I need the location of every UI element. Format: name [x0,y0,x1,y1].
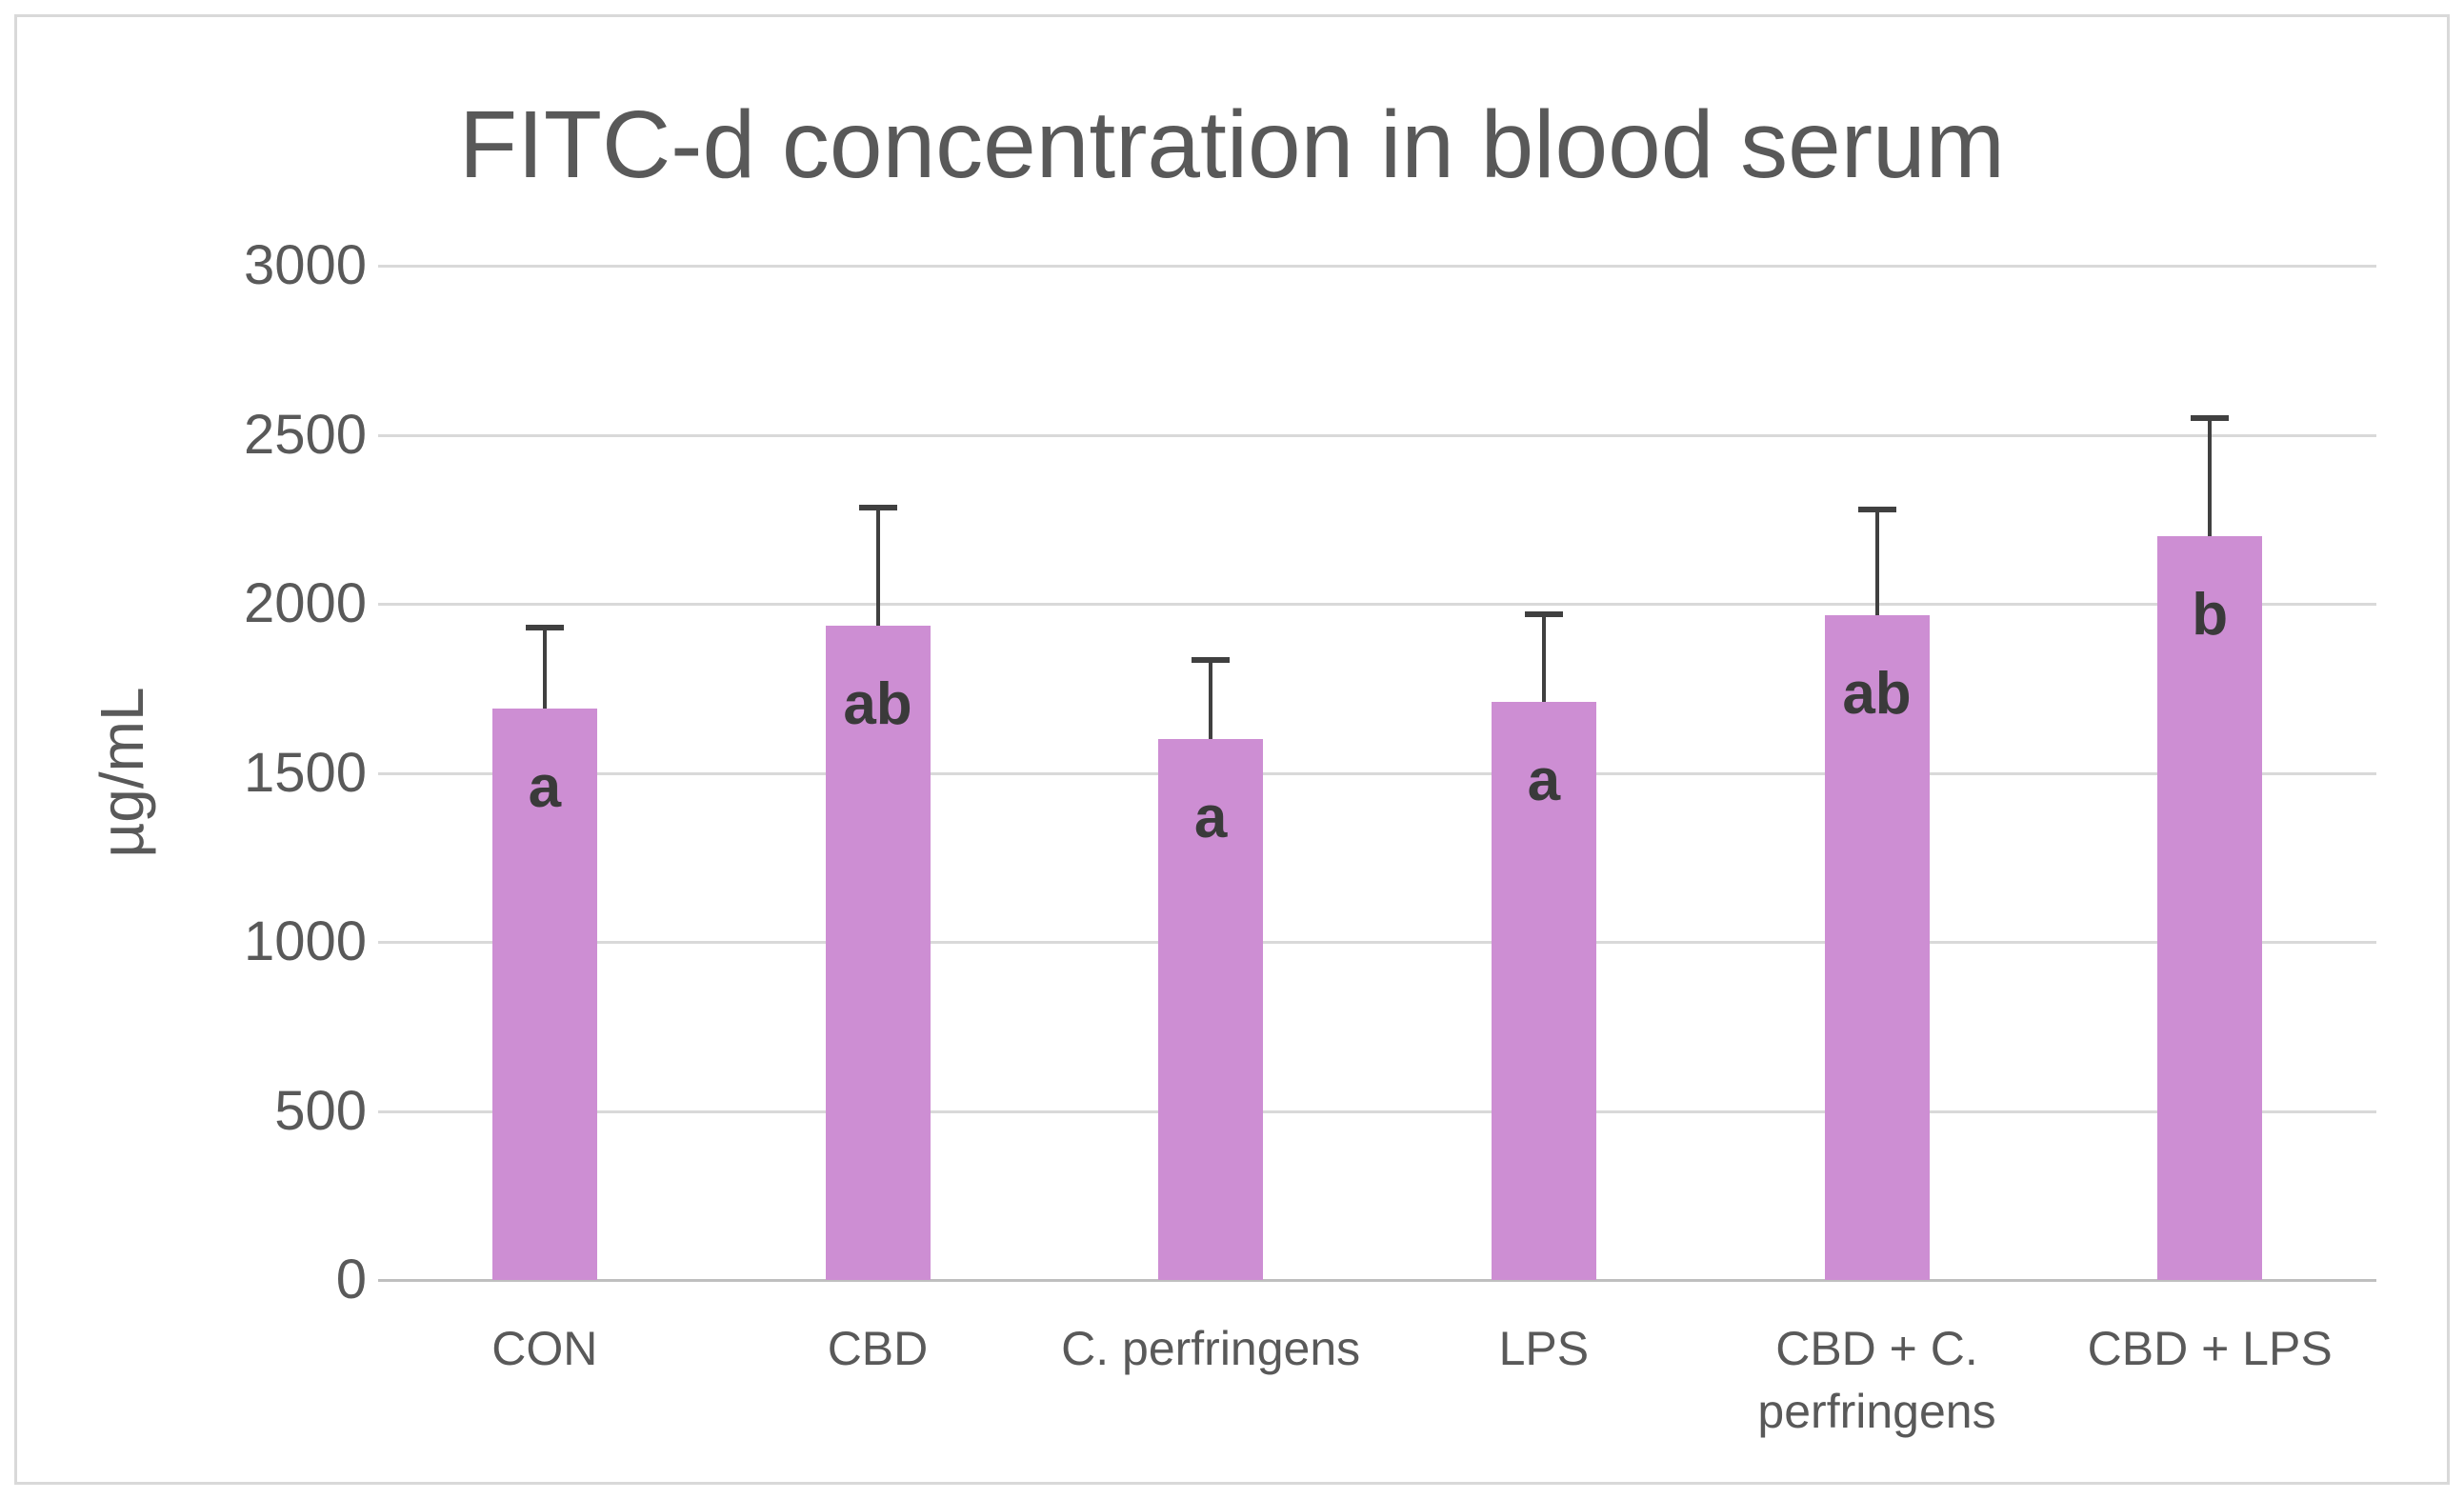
chart-title: FITC-d concentration in blood serum [459,91,2005,198]
x-tick-label-1: CON [491,1322,598,1375]
bar-5 [1824,615,1930,1280]
significance-letter-3: a [1193,785,1228,850]
significance-letter-6: b [2192,582,2229,648]
error-bar-cap-1 [525,624,564,630]
error-bar-cap-4 [1524,610,1563,617]
y-tick-label-1000: 1000 [243,910,367,972]
y-tick-label-500: 500 [274,1079,367,1142]
gridline-1500 [378,771,2376,775]
error-bar-line-3 [1209,659,1213,739]
bar-2 [825,626,931,1280]
significance-letter-1: a [528,754,562,821]
bar-1 [491,709,597,1280]
significance-letter-5: ab [1842,661,1912,728]
gridline-1000 [378,941,2376,944]
y-tick-label-2500: 2500 [243,403,367,466]
error-bar-line-1 [542,627,547,710]
bar-4 [1491,701,1596,1280]
error-bar-line-6 [2208,417,2213,536]
gridline-2000 [378,603,2376,606]
bar-3 [1158,739,1264,1280]
error-bar-line-2 [875,507,880,627]
error-bar-cap-2 [858,504,897,510]
x-tick-label-2: CBD [827,1322,929,1375]
x-tick-label-3: C. perfringens [1061,1322,1361,1375]
gridline-2500 [378,433,2376,437]
error-bar-line-5 [1874,509,1879,616]
error-bar-cap-6 [2191,414,2230,421]
x-tick-label-5: CBD + C. perfringens [1757,1322,1996,1438]
y-tick-label-1500: 1500 [243,741,367,804]
x-tick-label-4: LPS [1498,1322,1590,1375]
bar-6 [2157,536,2263,1280]
error-bar-cap-5 [1857,506,1896,512]
error-bar-line-4 [1541,613,1546,702]
y-tick-label-0: 0 [335,1249,367,1310]
y-axis-title: µg/mL [88,687,156,858]
gridline-500 [378,1109,2376,1113]
gridline-3000 [378,265,2376,268]
y-tick-label-3000: 3000 [243,234,367,296]
x-tick-label-6: CBD + LPS [2087,1322,2333,1375]
significance-letter-4: a [1527,747,1561,813]
significance-letter-2: ab [843,671,912,738]
y-tick-label-2000: 2000 [243,572,367,634]
error-bar-cap-3 [1192,656,1231,663]
gridline-0 [378,1279,2376,1282]
